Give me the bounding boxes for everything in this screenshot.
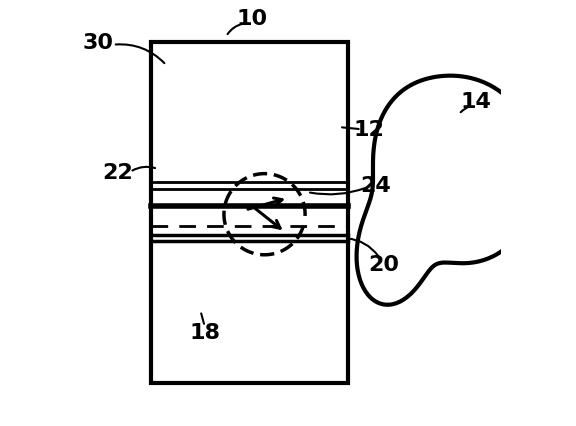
Text: 18: 18 <box>190 322 220 342</box>
Text: 14: 14 <box>460 92 491 112</box>
Text: 12: 12 <box>354 120 385 140</box>
Text: 30: 30 <box>82 33 113 52</box>
Text: 24: 24 <box>360 176 391 195</box>
Bar <box>151 43 348 383</box>
Text: 22: 22 <box>102 163 132 182</box>
Text: 20: 20 <box>369 254 400 274</box>
Text: 10: 10 <box>236 9 267 29</box>
